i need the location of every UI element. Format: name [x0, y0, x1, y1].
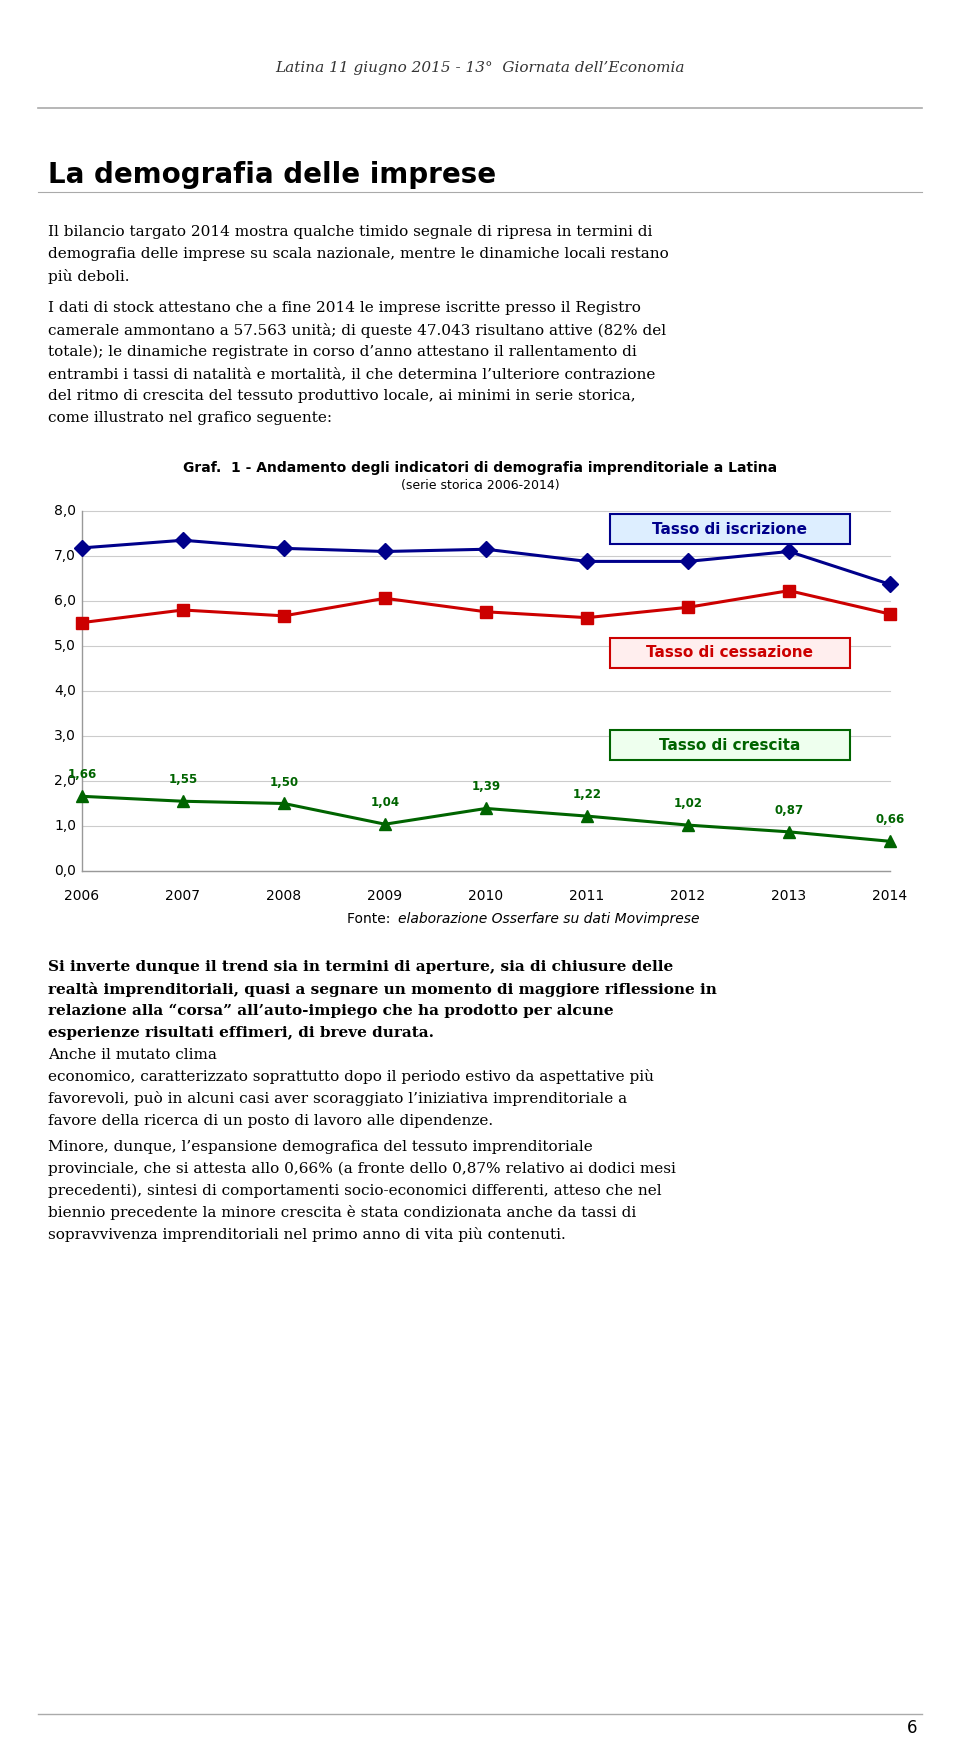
Text: del ritmo di crescita del tessuto produttivo locale, ai minimi in serie storica,: del ritmo di crescita del tessuto produt…	[48, 388, 636, 402]
Text: 1,04: 1,04	[371, 796, 399, 810]
Text: Tasso di cessazione: Tasso di cessazione	[646, 645, 813, 660]
Text: Graf.  1 - Andamento degli indicatori di demografia imprenditoriale a Latina: Graf. 1 - Andamento degli indicatori di …	[183, 462, 777, 476]
Text: 8,0: 8,0	[54, 503, 76, 517]
Text: 1,66: 1,66	[67, 768, 97, 782]
Text: Il bilancio targato 2014 mostra qualche timido segnale di ripresa in termini di: Il bilancio targato 2014 mostra qualche …	[48, 225, 653, 239]
Text: 2012: 2012	[670, 888, 706, 902]
Text: biennio precedente la minore crescita è stata condizionata anche da tassi di: biennio precedente la minore crescita è …	[48, 1205, 636, 1221]
Text: 2013: 2013	[772, 888, 806, 902]
Text: favorevoli, può in alcuni casi aver scoraggiato l’iniziativa imprenditoriale a: favorevoli, può in alcuni casi aver scor…	[48, 1092, 627, 1106]
Text: 2014: 2014	[873, 888, 907, 902]
Text: 2011: 2011	[569, 888, 605, 902]
Text: 1,39: 1,39	[471, 780, 500, 793]
Text: realtà imprenditoriali, quasi a segnare un momento di maggiore riflessione in: realtà imprenditoriali, quasi a segnare …	[48, 981, 717, 996]
Text: 4,0: 4,0	[54, 685, 76, 699]
Text: economico, caratterizzato soprattutto dopo il periodo estivo da aspettative più: economico, caratterizzato soprattutto do…	[48, 1070, 654, 1085]
Text: Anche il mutato clima: Anche il mutato clima	[48, 1049, 217, 1063]
Text: Tasso di iscrizione: Tasso di iscrizione	[653, 521, 807, 537]
Text: camerale ammontano a 57.563 unità; di queste 47.043 risultano attive (82% del: camerale ammontano a 57.563 unità; di qu…	[48, 322, 666, 338]
Text: più deboli.: più deboli.	[48, 268, 130, 284]
Text: 1,22: 1,22	[572, 787, 602, 801]
Text: totale); le dinamiche registrate in corso d’anno attestano il rallentamento di: totale); le dinamiche registrate in cors…	[48, 345, 636, 359]
FancyBboxPatch shape	[610, 730, 850, 760]
Text: 2006: 2006	[64, 888, 100, 902]
Text: 6,0: 6,0	[54, 594, 76, 608]
Text: 2010: 2010	[468, 888, 504, 902]
Text: come illustrato nel grafico seguente:: come illustrato nel grafico seguente:	[48, 411, 332, 425]
Text: Tasso di crescita: Tasso di crescita	[660, 737, 801, 753]
Text: 1,50: 1,50	[270, 775, 299, 789]
Text: relazione alla “corsa” all’auto-impiego che ha prodotto per alcune: relazione alla “corsa” all’auto-impiego …	[48, 1003, 613, 1017]
Text: 0,87: 0,87	[775, 803, 804, 817]
Text: 7,0: 7,0	[54, 549, 76, 563]
Text: Fonte:: Fonte:	[348, 913, 395, 927]
FancyBboxPatch shape	[610, 514, 850, 544]
Text: Latina 11 giugno 2015 - 13°  Giornata dell’Economia: Latina 11 giugno 2015 - 13° Giornata del…	[276, 61, 684, 75]
Text: esperienze risultati effimeri, di breve durata.: esperienze risultati effimeri, di breve …	[48, 1026, 434, 1040]
Text: La demografia delle imprese: La demografia delle imprese	[48, 160, 496, 188]
Text: 0,0: 0,0	[54, 864, 76, 878]
Text: I dati di stock attestano che a fine 2014 le imprese iscritte presso il Registro: I dati di stock attestano che a fine 201…	[48, 301, 641, 315]
Text: 2007: 2007	[165, 888, 201, 902]
Text: demografia delle imprese su scala nazionale, mentre le dinamiche locali restano: demografia delle imprese su scala nazion…	[48, 247, 669, 261]
Text: sopravvivenza imprenditoriali nel primo anno di vita più contenuti.: sopravvivenza imprenditoriali nel primo …	[48, 1228, 565, 1242]
Text: Si inverte dunque il trend sia in termini di aperture, sia di chiusure delle: Si inverte dunque il trend sia in termin…	[48, 960, 673, 974]
Text: precedenti), sintesi di comportamenti socio-economici differenti, atteso che nel: precedenti), sintesi di comportamenti so…	[48, 1185, 661, 1198]
Text: provinciale, che si attesta allo 0,66% (a fronte dello 0,87% relativo ai dodici : provinciale, che si attesta allo 0,66% (…	[48, 1162, 676, 1176]
Text: elaborazione Osserfare su dati Movimprese: elaborazione Osserfare su dati Movimpres…	[398, 913, 700, 927]
Text: (serie storica 2006-2014): (serie storica 2006-2014)	[400, 479, 560, 493]
Text: 2009: 2009	[368, 888, 402, 902]
Text: 1,0: 1,0	[54, 819, 76, 833]
Text: favore della ricerca di un posto di lavoro alle dipendenze.: favore della ricerca di un posto di lavo…	[48, 1113, 493, 1129]
Text: entrambi i tassi di natalità e mortalità, il che determina l’ulteriore contrazio: entrambi i tassi di natalità e mortalità…	[48, 368, 656, 381]
Text: 3,0: 3,0	[54, 728, 76, 744]
Text: 6: 6	[907, 1719, 917, 1737]
Text: 2008: 2008	[267, 888, 301, 902]
Text: 1,02: 1,02	[674, 798, 703, 810]
FancyBboxPatch shape	[610, 638, 850, 667]
Text: 5,0: 5,0	[54, 639, 76, 653]
Text: 0,66: 0,66	[876, 814, 904, 826]
Text: 1,55: 1,55	[168, 773, 198, 786]
Text: Minore, dunque, l’espansione demografica del tessuto imprenditoriale: Minore, dunque, l’espansione demografica…	[48, 1139, 592, 1153]
Text: 2,0: 2,0	[54, 773, 76, 787]
